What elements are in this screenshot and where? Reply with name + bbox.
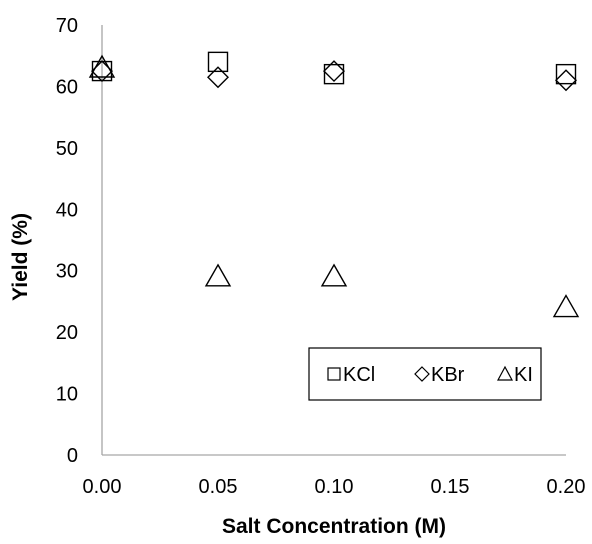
data-point-kbr [323, 60, 345, 83]
y-tick-label: 60 [56, 76, 78, 98]
axes [101, 25, 566, 456]
y-tick-labels: 0 10 20 30 40 50 60 70 [56, 15, 78, 467]
data-point-kbr [207, 66, 229, 89]
data-point-ki [552, 294, 580, 318]
legend-label-kbr: KBr [431, 364, 465, 386]
x-tick-label: 0.20 [547, 476, 586, 498]
legend-label-kcl: KCl [343, 364, 375, 386]
y-tick-label: 20 [56, 322, 78, 344]
y-tick-label: 10 [56, 384, 78, 406]
x-axis-title: Salt Concentration (M) [222, 515, 446, 538]
data-point-kbr [555, 69, 577, 92]
data-point-kcl [207, 51, 229, 73]
x-tick-labels: 0.00 0.05 0.10 0.15 0.20 [83, 476, 586, 498]
y-tick-label: 0 [67, 445, 78, 467]
legend-marker-kbr [414, 366, 430, 382]
x-tick-label: 0.05 [199, 476, 238, 498]
data-points [88, 51, 580, 318]
legend-marker-ki [496, 365, 514, 381]
legend-label-ki: KI [514, 364, 533, 386]
data-point-kcl [323, 63, 345, 85]
data-point-ki [88, 54, 116, 78]
y-tick-label: 70 [56, 15, 78, 37]
y-tick-label: 40 [56, 199, 78, 221]
y-tick-label: 30 [56, 261, 78, 283]
y-tick-label: 50 [56, 138, 78, 160]
legend: KCl KBr KI [308, 347, 542, 401]
x-tick-label: 0.00 [83, 476, 122, 498]
data-point-kcl [555, 63, 577, 85]
legend-marker-kcl [327, 367, 341, 381]
legend-box [308, 347, 542, 401]
x-tick-label: 0.15 [431, 476, 470, 498]
data-point-ki [204, 263, 232, 287]
y-axis-title: Yield (%) [9, 213, 32, 301]
data-point-ki [320, 263, 348, 287]
x-tick-label: 0.10 [315, 476, 354, 498]
